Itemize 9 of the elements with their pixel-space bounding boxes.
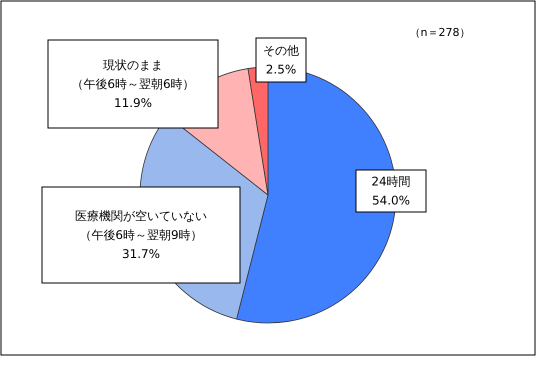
data-label: 11.9% bbox=[114, 96, 152, 110]
text: （n＝278） bbox=[410, 26, 470, 39]
data-label: 31.7% bbox=[122, 247, 160, 262]
data-label: 2.5% bbox=[266, 62, 296, 77]
slice-label: 医療機関が空いていない（午後6時～翌朝9時） bbox=[75, 209, 207, 242]
data-label: 54.0% bbox=[372, 194, 410, 208]
slice-label: 24時間 bbox=[371, 174, 411, 189]
slice-label: 現状のまま（午後6時～翌朝6時） bbox=[71, 58, 195, 92]
slice-label: その他 bbox=[263, 44, 299, 58]
